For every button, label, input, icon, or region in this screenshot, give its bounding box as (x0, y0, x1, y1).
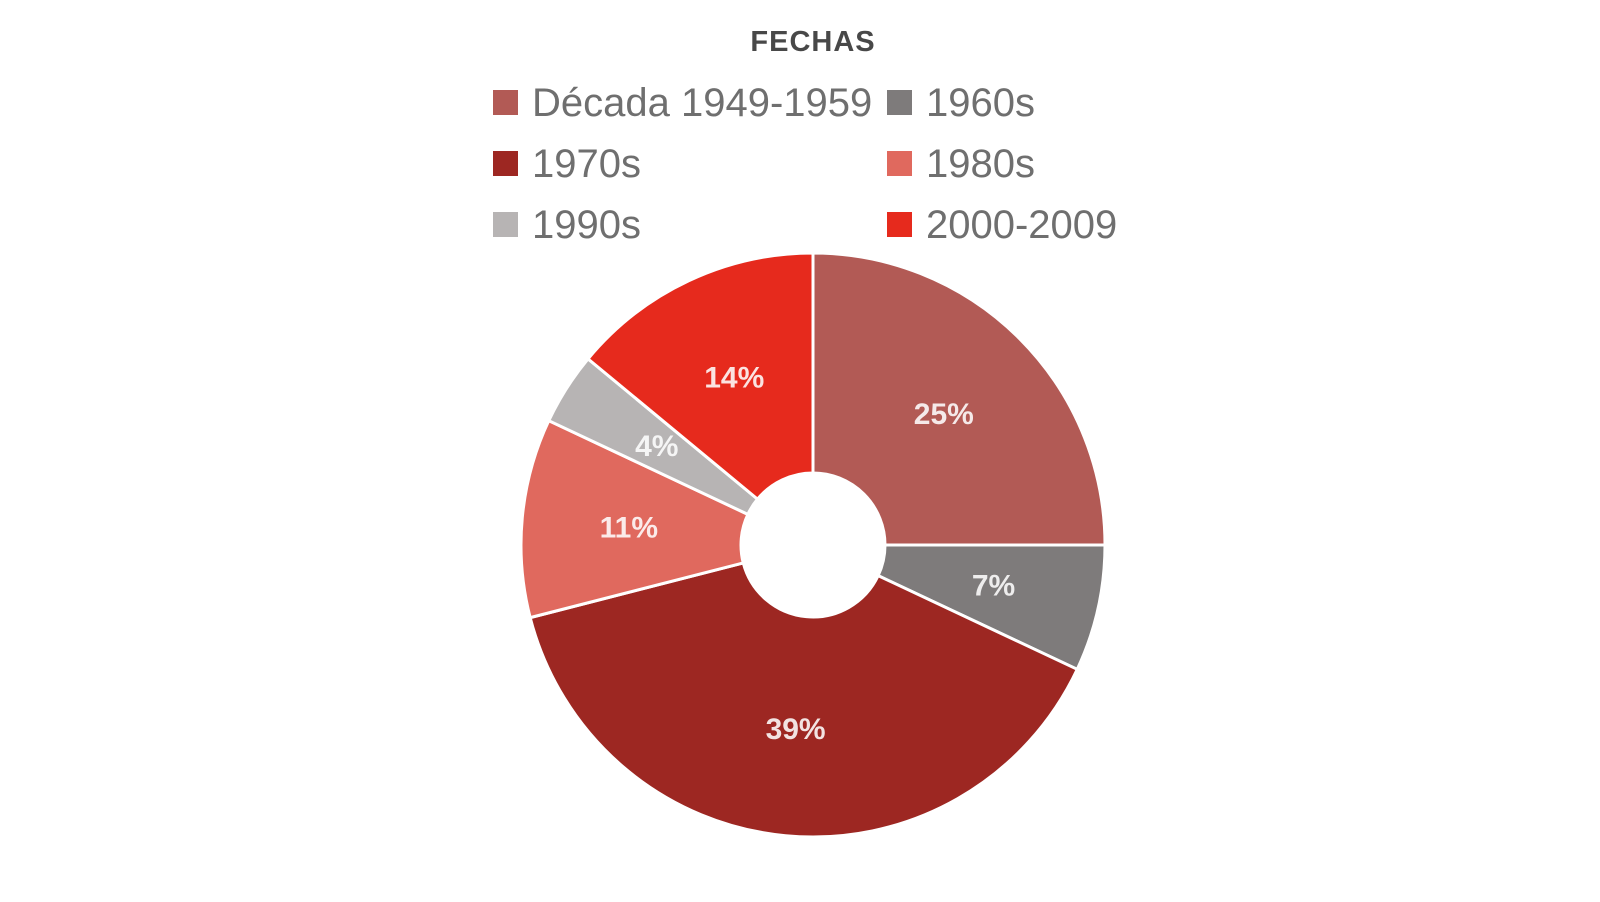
legend-item-1960s: 1960s (887, 83, 1117, 123)
chart-legend: Década 1949-1959 1960s 1970s 1980s 1990s 2000… (493, 72, 1117, 255)
legend-item-1980s: 1980s (887, 144, 1117, 184)
legend-label: 1990s (532, 202, 641, 247)
pie-slice-label-1990s: 4% (635, 430, 678, 463)
legend-label: 2000-2009 (926, 202, 1118, 247)
legend-item-decada-1949-1959: Década 1949-1959 (493, 83, 887, 123)
pie-slice-label-1970s: 39% (766, 713, 826, 746)
legend-swatch-decada-1949-1959 (493, 90, 518, 115)
legend-swatch-2000-2009 (887, 212, 912, 237)
chart-title: FECHAS (750, 26, 876, 58)
pie-slice-label-2000-2009: 14% (704, 362, 764, 395)
legend-label: 1960s (926, 80, 1035, 125)
pie-slice-label-1960s: 7% (972, 569, 1015, 602)
legend-swatch-1960s (887, 90, 912, 115)
pie-slice-label-1980s: 11% (600, 512, 658, 545)
legend-label: 1980s (926, 141, 1035, 186)
legend-label: Década 1949-1959 (532, 80, 873, 125)
legend-item-1990s: 1990s (493, 205, 887, 245)
pie-slice-1980s (519, 419, 750, 620)
pie-slice-1970s (528, 561, 1079, 839)
pie-slice-1960s (876, 543, 1107, 671)
legend-item-2000-2009: 2000-2009 (887, 205, 1117, 245)
pie-slice-decada-1949-1959 (811, 251, 1107, 547)
legend-swatch-1970s (493, 151, 518, 176)
pie-slice-label-decada-1949-1959: 25% (914, 398, 974, 431)
legend-label: 1970s (532, 141, 641, 186)
legend-swatch-1980s (887, 151, 912, 176)
pie-slice-2000-2009 (586, 251, 815, 501)
legend-swatch-1990s (493, 212, 518, 237)
legend-item-1970s: 1970s (493, 144, 887, 184)
pie-chart: 25% 7% 39% 11% 4% 14% (519, 251, 1107, 839)
